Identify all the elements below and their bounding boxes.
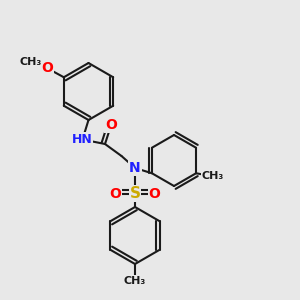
- Text: O: O: [105, 118, 117, 132]
- Text: CH₃: CH₃: [124, 275, 146, 286]
- Text: CH₃: CH₃: [202, 171, 224, 181]
- Text: HN: HN: [72, 133, 93, 146]
- Text: O: O: [41, 61, 53, 75]
- Text: N: N: [129, 161, 141, 175]
- Text: CH₃: CH₃: [20, 57, 42, 67]
- Text: S: S: [130, 186, 140, 201]
- Text: O: O: [148, 187, 160, 200]
- Text: O: O: [110, 187, 122, 200]
